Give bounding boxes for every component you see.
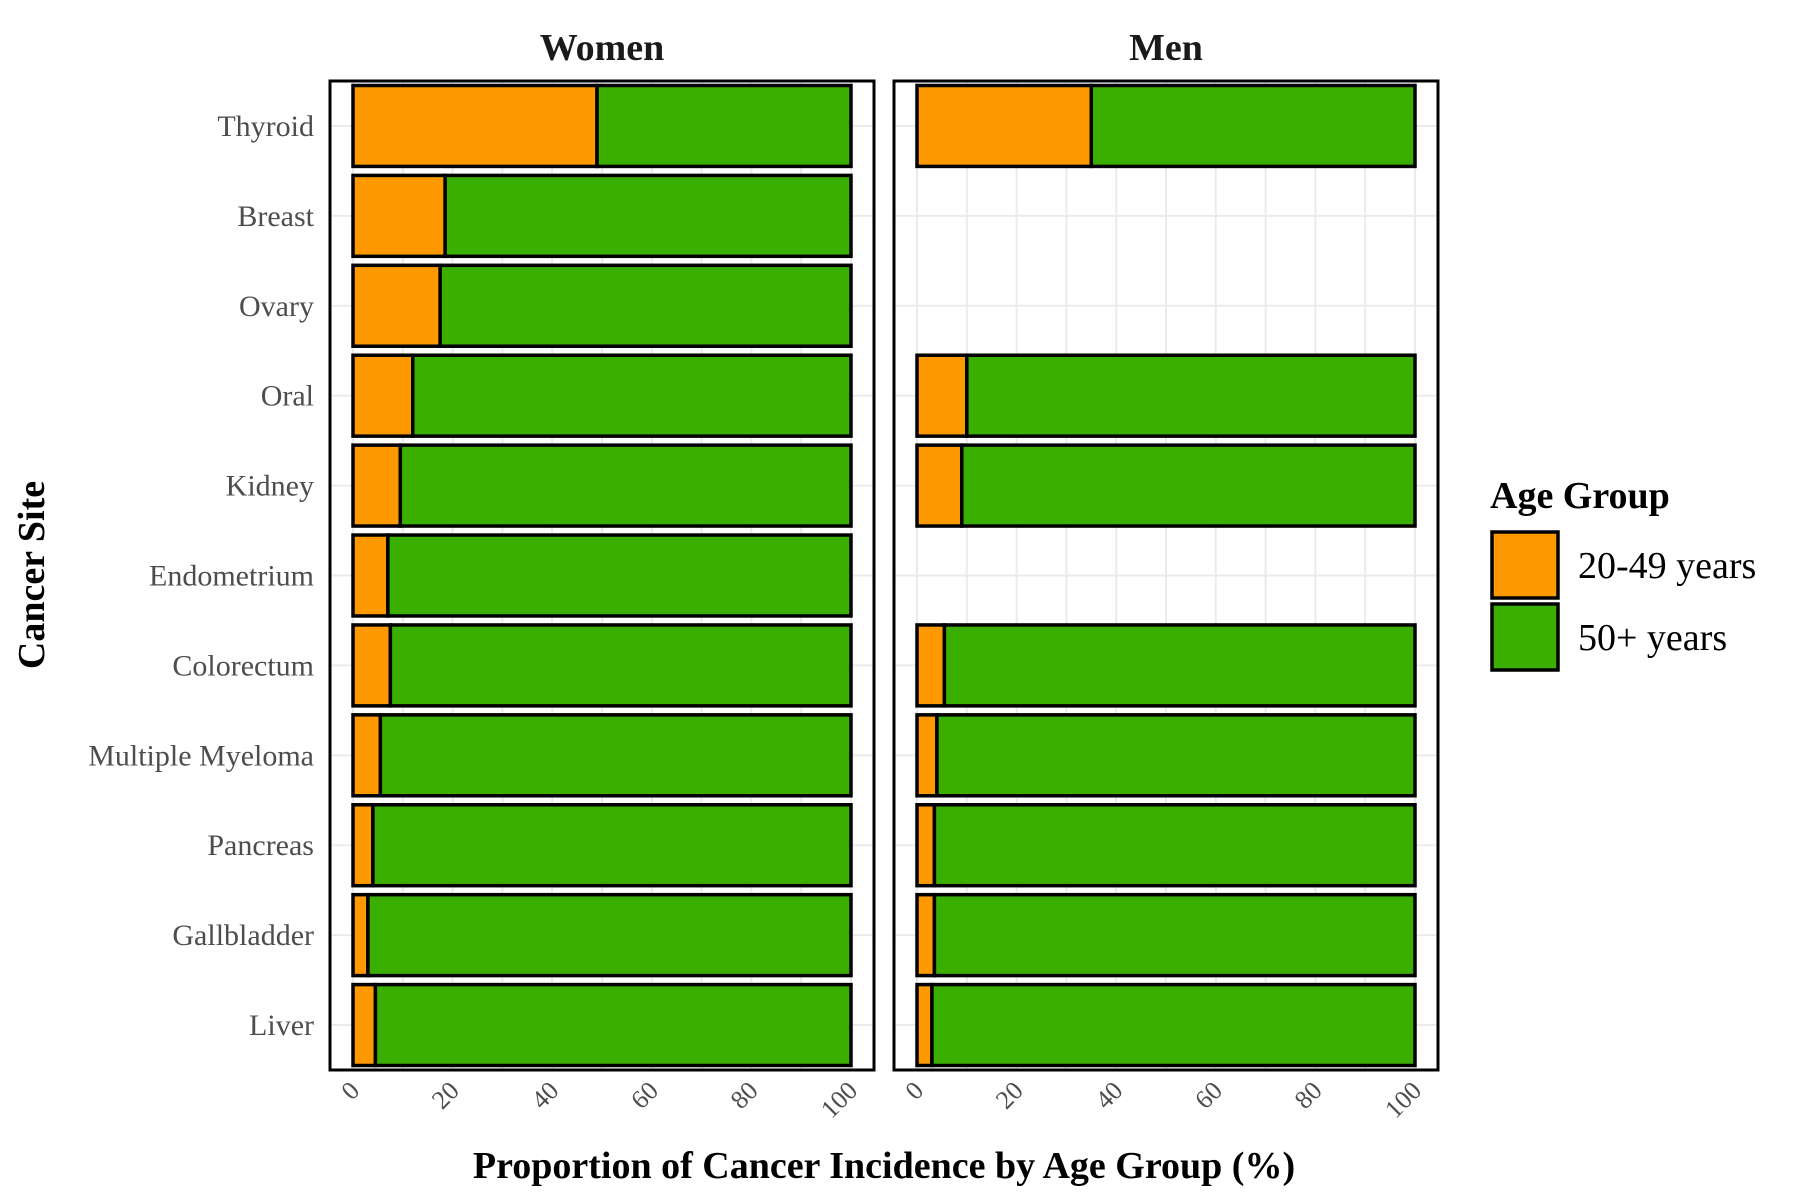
x-tick-label: 60 [625,1076,664,1115]
bar-men-multiple-myeloma-20-49-years [915,713,939,798]
bar-women-breast-50-years [443,173,853,259]
bar-women-endometrium-20-49-years [351,533,390,618]
bar-men-kidney-20-49-years [915,443,964,528]
bar-women-pancreas-50-years [371,803,853,888]
x-tick-label: 20 [990,1076,1029,1115]
bar-women-thyroid-20-49-years [351,83,599,169]
bar-women-oral-20-49-years [351,353,415,438]
bar-women-kidney-50-years [398,443,853,528]
bar-men-liver-20-49-years [915,982,934,1068]
y-tick-label-breast: Breast [237,200,314,233]
bar-men-liver-50-years [930,982,1417,1068]
bar-men-pancreas-50-years [932,803,1417,888]
legend-swatch-20-49 [1490,530,1560,600]
x-tick-label: 0 [900,1076,930,1106]
bar-men-gallbladder-20-49-years [915,892,937,978]
legend: Age Group 20-49 years 50+ years [1490,475,1756,672]
bar-women-pancreas-20-49-years [351,803,375,888]
y-tick-label-pancreas: Pancreas [207,829,314,862]
panel-title-women: Women [540,27,665,69]
bar-women-oral-50-years [411,353,853,438]
bar-women-gallbladder-50-years [366,892,853,978]
bar-men-thyroid-50-years [1089,83,1417,169]
x-tick-label: 80 [1289,1076,1328,1115]
bar-women-gallbladder-20-49-years [351,892,370,978]
y-tick-label-liver: Liver [249,1009,314,1042]
bar-women-liver-50-years [373,982,853,1068]
x-axis-title: Proportion of Cancer Incidence by Age Gr… [473,1145,1295,1187]
y-tick-label-oral: Oral [261,380,314,413]
bar-men-colorectum-20-49-years [915,623,947,708]
panel-title-men: Men [1129,27,1203,69]
bar-men-oral-50-years [965,353,1417,438]
bar-women-multiple-myeloma-20-49-years [351,713,383,798]
x-axis-ticks: 0 20 40 60 80 100 0 20 40 60 80 100 [336,1076,1428,1124]
bar-men-thyroid-20-49-years [915,83,1094,169]
legend-label-50plus: 50+ years [1578,617,1727,659]
x-tick-label: 0 [336,1076,366,1106]
y-tick-label-thyroid: Thyroid [217,110,314,143]
bar-women-ovary-20-49-years [351,263,442,348]
bar-men-kidney-50-years [960,443,1417,528]
y-tick-label-multiple-myeloma: Multiple Myeloma [88,739,314,772]
legend-swatch-50plus [1490,602,1560,672]
bar-men-colorectum-50-years [942,623,1417,708]
y-axis-labels: Thyroid Breast Ovary Oral Kidney Endometrium C… [88,110,314,1042]
x-tick-label: 40 [1090,1076,1129,1115]
y-tick-label-gallbladder: Gallbladder [172,919,314,952]
x-tick-label: 20 [426,1076,465,1115]
bar-women-multiple-myeloma-50-years [378,713,853,798]
x-tick-label: 100 [1379,1076,1427,1124]
bar-women-breast-20-49-years [351,173,447,259]
bar-women-liver-20-49-years [351,982,378,1068]
y-axis-title: Cancer Site [11,481,53,669]
panel-men: Men [892,27,1440,1072]
bar-men-oral-20-49-years [915,353,969,438]
y-tick-label-colorectum: Colorectum [172,649,314,682]
panel-frame [328,79,876,1072]
x-tick-label: 40 [526,1076,565,1115]
bar-women-kidney-20-49-years [351,443,403,528]
x-tick-label: 80 [725,1076,764,1115]
bars-men [915,83,1417,1068]
legend-label-20-49: 20-49 years [1578,545,1756,587]
bar-women-colorectum-50-years [388,623,853,708]
y-tick-label-kidney: Kidney [226,470,314,503]
x-tick-label: 100 [815,1076,863,1124]
x-tick-label: 60 [1189,1076,1228,1115]
bar-women-endometrium-50-years [386,533,853,618]
y-tick-label-ovary: Ovary [239,290,314,323]
bar-women-colorectum-20-49-years [351,623,393,708]
bars-women [351,83,853,1068]
bar-women-ovary-50-years [438,263,853,348]
y-tick-label-endometrium: Endometrium [149,560,314,593]
panel-frame [892,79,1440,1072]
legend-title: Age Group [1490,475,1670,517]
bar-men-multiple-myeloma-50-years [935,713,1417,798]
bar-women-thyroid-50-years [595,83,853,169]
bar-men-pancreas-20-49-years [915,803,937,888]
bar-men-gallbladder-50-years [932,892,1417,978]
panel-women: Women [328,27,876,1072]
